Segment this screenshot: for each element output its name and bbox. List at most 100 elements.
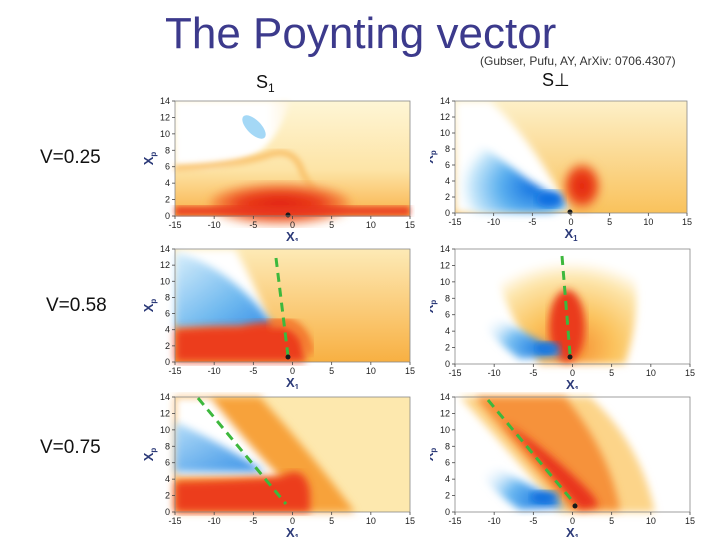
y-tick-label: 8 xyxy=(445,441,450,451)
guide-line xyxy=(274,257,290,357)
y-axis-label: Xp xyxy=(141,299,158,313)
x-tick-label: -5 xyxy=(529,516,537,526)
guide-line xyxy=(486,399,577,505)
x-tick-label: -5 xyxy=(529,368,537,378)
y-tick-label: 2 xyxy=(165,195,170,205)
y-tick-label: 6 xyxy=(445,160,450,170)
y-tick-label: 14 xyxy=(160,96,170,106)
column-label-s1-sub: 1 xyxy=(268,81,275,95)
guide-line xyxy=(560,255,572,355)
x-tick-label: 0 xyxy=(570,368,575,378)
x-tick-label: -15 xyxy=(168,366,181,376)
x-tick-label: 15 xyxy=(682,217,692,227)
x-tick-label: 15 xyxy=(405,220,415,230)
y-tick-label: 2 xyxy=(445,192,450,202)
y-tick-label: 6 xyxy=(165,458,170,468)
y-tick-label: 12 xyxy=(440,112,450,122)
y-tick-label: 14 xyxy=(160,392,170,402)
y-tick-label: 0 xyxy=(445,359,450,369)
y-tick-label: 14 xyxy=(440,96,450,106)
x-tick-label: 10 xyxy=(643,217,653,227)
y-tick-label: 10 xyxy=(440,425,450,435)
column-label-s1-main: S xyxy=(256,72,269,92)
x-tick-label: 10 xyxy=(366,516,376,526)
y-tick-label: 12 xyxy=(160,408,170,418)
y-tick-label: 10 xyxy=(160,425,170,435)
y-tick-label: 4 xyxy=(165,325,170,335)
x-tick-label: -10 xyxy=(208,366,221,376)
y-tick-label: 8 xyxy=(165,441,170,451)
x-tick-label: 10 xyxy=(366,220,376,230)
x-tick-label: -5 xyxy=(249,366,257,376)
y-tick-label: 6 xyxy=(165,309,170,319)
x-tick-label: 15 xyxy=(685,368,695,378)
x-tick-label: -5 xyxy=(249,516,257,526)
y-tick-label: 2 xyxy=(445,343,450,353)
y-tick-label: 10 xyxy=(440,128,450,138)
x-axis-label: X1 xyxy=(566,377,580,389)
y-tick-label: 14 xyxy=(440,392,450,402)
y-tick-label: 2 xyxy=(165,491,170,501)
x-tick-label: 15 xyxy=(685,516,695,526)
y-tick-label: 14 xyxy=(160,244,170,254)
row-label-v075: V=0.75 xyxy=(40,437,101,458)
x-axis-label: X1 xyxy=(286,229,300,241)
x-axis-label: X1 xyxy=(286,375,300,389)
y-axis-label: Xp xyxy=(430,150,438,164)
y-tick-label: 10 xyxy=(440,277,450,287)
y-tick-label: 0 xyxy=(445,208,450,218)
y-tick-label: 2 xyxy=(445,491,450,501)
x-tick-label: 15 xyxy=(405,366,415,376)
y-tick-label: 8 xyxy=(165,292,170,302)
x-tick-label: 5 xyxy=(609,516,614,526)
slide-title: The Poynting vector xyxy=(165,9,557,58)
row-label-v058: V=0.58 xyxy=(46,295,107,316)
x-tick-label: 15 xyxy=(405,516,415,526)
x-tick-label: 10 xyxy=(366,366,376,376)
y-tick-label: 12 xyxy=(160,260,170,270)
y-tick-label: 10 xyxy=(160,276,170,286)
x-tick-label: 5 xyxy=(607,217,612,227)
column-label-s1: S1 xyxy=(256,72,275,95)
x-tick-label: 0 xyxy=(570,516,575,526)
x-tick-label: 5 xyxy=(329,366,334,376)
x-tick-label: -15 xyxy=(448,368,461,378)
y-tick-label: 4 xyxy=(445,474,450,484)
plot-v025-sperp: -15 -10 -5 0 5 10 15 0 2 4 6 8 10 12 14 X1 Xp xyxy=(430,96,692,241)
x-tick-label: -10 xyxy=(488,516,501,526)
guide-line xyxy=(196,397,288,505)
y-tick-label: 0 xyxy=(165,507,170,517)
citation: (Gubser, Pufu, AY, ArXiv: 0706.4307) xyxy=(480,54,676,68)
x-tick-label: 5 xyxy=(609,368,614,378)
y-tick-label: 12 xyxy=(440,260,450,270)
y-tick-label: 8 xyxy=(165,145,170,155)
x-tick-label: -15 xyxy=(168,516,181,526)
plot-v058-sperp: -15 -10 -5 0 5 10 15 0 2 4 6 8 10 12 14 X1 Xp xyxy=(430,244,695,389)
x-axis-label: X1 xyxy=(286,525,300,537)
x-tick-label: -5 xyxy=(528,217,536,227)
row-label-v025: V=0.25 xyxy=(40,147,101,168)
y-tick-label: 0 xyxy=(165,357,170,367)
x-tick-label: 10 xyxy=(646,516,656,526)
x-tick-label: 0 xyxy=(568,217,573,227)
x-tick-label: -15 xyxy=(448,516,461,526)
plot-v058-s1: -15 -10 -5 0 5 10 15 0 2 4 6 8 10 12 14 X1 Xp xyxy=(141,244,415,389)
y-tick-label: 8 xyxy=(445,144,450,154)
plot-v025-s1: -15 -10 -5 0 5 10 15 0 2 4 6 8 10 12 14 X1 Xp xyxy=(141,96,415,241)
column-label-sperp: S⊥ xyxy=(542,70,570,90)
y-tick-label: 4 xyxy=(445,326,450,336)
y-tick-label: 6 xyxy=(165,162,170,172)
x-tick-label: 5 xyxy=(329,516,334,526)
y-tick-label: 4 xyxy=(165,474,170,484)
y-tick-label: 8 xyxy=(445,293,450,303)
y-tick-label: 12 xyxy=(160,112,170,122)
y-tick-label: 4 xyxy=(445,176,450,186)
x-tick-label: 0 xyxy=(290,366,295,376)
x-tick-label: -10 xyxy=(487,217,500,227)
y-axis-label: Xp xyxy=(141,448,158,462)
x-axis-label: X1 xyxy=(566,525,580,537)
plot-v075-sperp: -15 -10 -5 0 5 10 15 0 2 4 6 8 10 12 14 X1 Xp xyxy=(430,392,695,537)
x-tick-label: -10 xyxy=(488,368,501,378)
x-tick-label: -10 xyxy=(208,220,221,230)
y-tick-label: 4 xyxy=(165,178,170,188)
